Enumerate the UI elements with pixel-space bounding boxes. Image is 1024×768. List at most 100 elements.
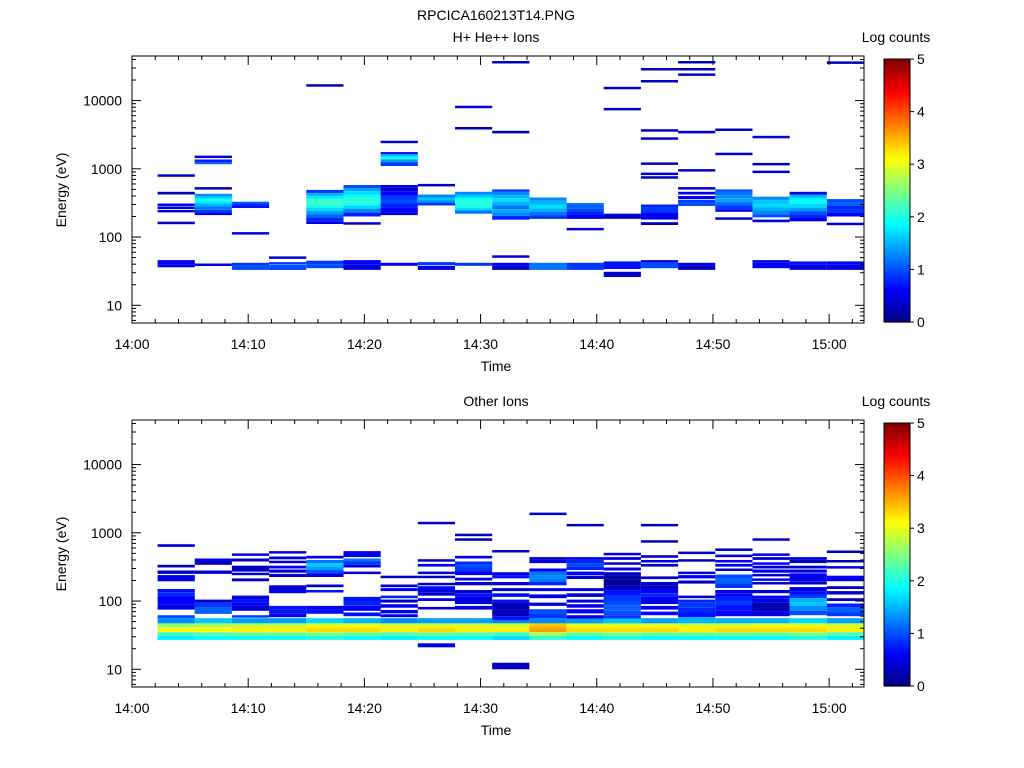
heatmap-cell xyxy=(492,627,530,633)
heatmap-cell xyxy=(789,211,827,215)
heatmap-cell xyxy=(269,613,307,618)
colorbar-segment xyxy=(884,460,910,464)
colorbar-segment xyxy=(884,644,910,648)
heatmap-cell xyxy=(789,577,827,582)
heatmap-cell xyxy=(269,569,307,573)
heatmap-cell xyxy=(455,127,493,130)
colorbar-segment xyxy=(884,80,910,84)
heatmap-cell xyxy=(343,264,381,270)
colorbar-segment xyxy=(884,600,910,604)
heatmap-cell xyxy=(826,550,864,553)
heatmap-cell xyxy=(640,582,679,586)
colorbar-segment xyxy=(884,273,910,277)
heatmap-cell xyxy=(566,208,604,212)
colorbar-segment xyxy=(884,245,910,249)
heatmap-cell xyxy=(492,212,530,216)
colorbar-segment xyxy=(884,469,910,472)
colorbar-segment xyxy=(884,425,910,428)
heatmap-cell xyxy=(826,213,864,217)
heatmap-cell xyxy=(194,206,232,210)
heatmap-cell xyxy=(640,540,679,543)
heatmap-cell xyxy=(492,623,530,628)
heatmap-cell xyxy=(194,607,232,614)
heatmap-cell xyxy=(194,558,232,562)
colorbar-segment xyxy=(884,648,910,652)
heatmap-cell xyxy=(529,571,567,576)
colorbar-segment xyxy=(884,265,910,268)
colorbar-segment xyxy=(884,85,910,89)
colorbar-segment xyxy=(884,569,910,573)
heatmap-cell xyxy=(826,206,864,210)
colorbar-segment xyxy=(884,179,910,183)
heatmap-cell xyxy=(826,627,864,633)
x-tick-label: 14:20 xyxy=(347,700,382,716)
colorbar-segment xyxy=(884,181,910,185)
heatmap-cell xyxy=(269,556,307,560)
heatmap-cell xyxy=(826,575,864,582)
heatmap-cell xyxy=(789,191,827,195)
heatmap-cell xyxy=(380,185,418,188)
heatmap-cell xyxy=(640,80,679,83)
colorbar-segment xyxy=(884,194,910,198)
colorbar-segment xyxy=(884,497,910,501)
heatmap-cell xyxy=(343,612,381,617)
colorbar-segment xyxy=(884,186,910,189)
colorbar-segment xyxy=(884,604,910,608)
heatmap-cell xyxy=(640,260,679,263)
y-tick-label: 10000 xyxy=(83,93,122,109)
heatmap-cell xyxy=(715,627,753,633)
heatmap-cell xyxy=(678,73,716,76)
colorbar-segment xyxy=(884,626,910,630)
colorbar-segment xyxy=(884,87,910,91)
colorbar-segment xyxy=(884,580,910,584)
heatmap-cell xyxy=(194,618,232,624)
heatmap-cell xyxy=(789,605,827,611)
heatmap-cell xyxy=(157,592,195,597)
colorbar-segment xyxy=(884,69,910,73)
heatmap-cell xyxy=(492,635,530,640)
heatmap-cell xyxy=(640,222,679,225)
panel-1-ylabel: Energy (eV) xyxy=(53,153,69,228)
heatmap-cell xyxy=(417,262,455,265)
colorbar-segment xyxy=(884,67,910,71)
colorbar-segment xyxy=(884,205,910,209)
heatmap-cell xyxy=(789,610,827,616)
colorbar-segment xyxy=(884,565,910,569)
colorbar-segment xyxy=(884,427,910,431)
heatmap-cell xyxy=(529,204,567,209)
colorbar-segment xyxy=(884,620,910,624)
colorbar-segment xyxy=(884,613,910,617)
heatmap-cell xyxy=(455,563,493,568)
heatmap-cell xyxy=(417,197,455,201)
colorbar-segment xyxy=(884,506,910,510)
colorbar-frame xyxy=(883,58,911,323)
colorbar-segment xyxy=(884,280,910,284)
heatmap-cell xyxy=(715,601,753,606)
heatmap-cell xyxy=(529,594,567,599)
colorbar-segment xyxy=(884,159,910,163)
heatmap-cell xyxy=(603,623,641,628)
heatmap-cell xyxy=(306,555,344,559)
colorbar-segment xyxy=(884,515,910,518)
heatmap-cell xyxy=(752,557,790,560)
heatmap-cell xyxy=(380,191,418,196)
heatmap-cell xyxy=(752,618,790,624)
heatmap-cell xyxy=(715,623,753,628)
panel-2-heatmap xyxy=(157,512,864,670)
heatmap-cell xyxy=(603,627,641,633)
colorbar-segment xyxy=(884,609,910,613)
heatmap-cell xyxy=(492,262,530,266)
heatmap-cell xyxy=(789,594,827,599)
x-tick-label: 14:40 xyxy=(579,336,614,352)
colorbar-segment xyxy=(884,247,910,251)
heatmap-cell xyxy=(455,538,493,541)
colorbar-segment xyxy=(884,94,910,97)
heatmap-cell xyxy=(380,635,418,640)
y-tick-label: 10 xyxy=(106,297,122,313)
heatmap-cell xyxy=(157,564,195,568)
heatmap-cell xyxy=(678,551,716,555)
colorbar-segment xyxy=(884,530,910,534)
colorbar-segment xyxy=(884,126,910,130)
heatmap-cell xyxy=(603,601,641,606)
heatmap-cell xyxy=(455,105,493,109)
